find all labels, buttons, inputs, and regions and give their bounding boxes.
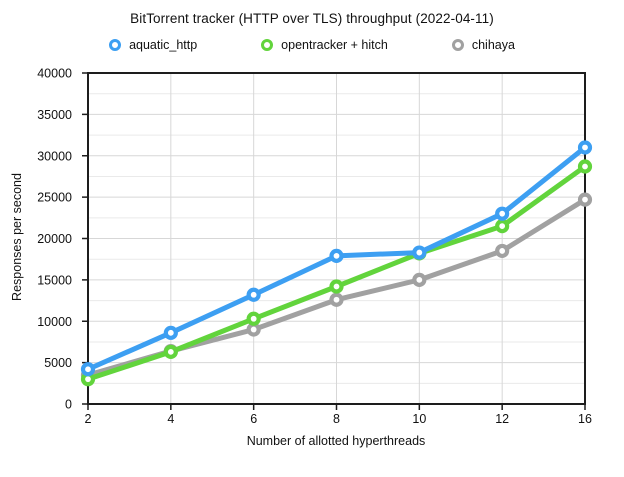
- tick-label: 0: [65, 398, 72, 412]
- data-point-marker: [80, 362, 96, 377]
- legend-item-aquatic-http: aquatic_http: [109, 38, 197, 52]
- data-point-marker: [329, 248, 344, 263]
- data-point-marker: [577, 140, 593, 155]
- data-point-marker: [412, 272, 427, 287]
- series-marker-icon: [261, 39, 274, 51]
- data-point-marker: [495, 206, 510, 221]
- legend-label: opentracker + hitch: [281, 38, 388, 52]
- legend-item-opentracker-hitch: opentracker + hitch: [261, 38, 388, 52]
- tick-label: 10: [412, 412, 426, 426]
- tick-label: 30000: [37, 149, 72, 163]
- data-point-marker: [329, 292, 344, 307]
- tick-label: 16: [578, 412, 592, 426]
- data-point-marker: [495, 218, 510, 234]
- x-axis-label: Number of allotted hyperthreads: [246, 434, 426, 448]
- data-point-marker: [163, 344, 178, 359]
- data-point-marker: [246, 322, 261, 337]
- chart-title: BitTorrent tracker (HTTP over TLS) throu…: [130, 11, 494, 26]
- tick-label: 6: [250, 412, 257, 426]
- data-point-marker: [577, 192, 593, 207]
- data-point-marker: [329, 279, 344, 294]
- series-aquatic-http: [80, 140, 593, 377]
- tick-label: 4: [167, 412, 174, 426]
- tick-label: 8: [333, 412, 340, 426]
- tick-label: 40000: [37, 67, 72, 81]
- legend-label: chihaya: [471, 38, 515, 52]
- tick-label: 2: [85, 412, 92, 426]
- plot-border: [87, 72, 586, 405]
- tick-label: 35000: [37, 108, 72, 122]
- chart-legend: aquatic_http opentracker + hitch chihaya: [0, 38, 624, 52]
- tick-label: 5000: [44, 356, 72, 370]
- legend-label: aquatic_http: [129, 38, 198, 52]
- legend-item-chihaya: chihaya: [451, 38, 515, 52]
- tick-label: 12: [495, 412, 509, 426]
- tick-label: 25000: [37, 191, 72, 205]
- series-marker-icon: [451, 39, 464, 51]
- tick-label: 20000: [37, 232, 72, 246]
- tick-label: 15000: [37, 273, 72, 287]
- data-point-marker: [163, 325, 178, 340]
- series-marker-icon: [109, 39, 122, 51]
- data-point-marker: [246, 287, 261, 302]
- data-point-marker: [412, 245, 427, 260]
- data-point-marker: [246, 311, 261, 326]
- data-point-marker: [577, 159, 593, 174]
- data-point-marker: [495, 243, 510, 259]
- tick-label: 10000: [37, 315, 72, 329]
